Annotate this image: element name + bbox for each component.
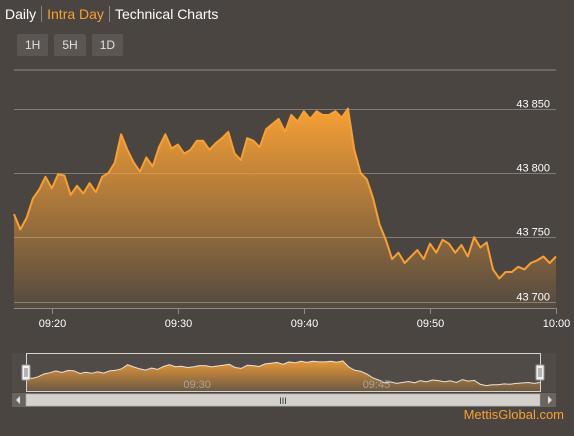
x-tick-label: 09:40 <box>291 318 319 330</box>
navigator-handle-left[interactable] <box>21 364 31 381</box>
navigator-area <box>26 360 540 392</box>
y-tick-label: 43 850 <box>516 99 550 111</box>
price-line <box>13 107 557 280</box>
handle-body[interactable] <box>535 364 545 381</box>
x-tick-label: 10:00 <box>543 318 571 330</box>
navigator[interactable]: 09:30 09:45 III <box>12 353 556 407</box>
range-button-1h[interactable]: 1H <box>17 34 49 56</box>
navigator-tick-label: 09:45 <box>363 379 391 391</box>
navigator-line <box>25 360 541 387</box>
scroll-left-arrow-icon[interactable] <box>16 396 20 404</box>
period-tabs: Daily Intra Day Technical Charts <box>0 0 223 28</box>
x-tick-label: 09:20 <box>39 318 67 330</box>
price-area <box>14 108 556 308</box>
tab-technical-charts[interactable]: Technical Charts <box>108 6 224 22</box>
tab-intra-day[interactable]: Intra Day <box>41 6 109 22</box>
y-tick-label: 43 750 <box>516 227 550 239</box>
scroll-right-arrow-icon[interactable] <box>548 396 552 404</box>
axes: 43 700 43 750 43 800 43 850 09:20 09:30 09:40 0… <box>14 99 571 330</box>
brand-credit[interactable]: MettisGlobal.com <box>463 407 564 422</box>
scrollbar-thumb[interactable] <box>25 393 541 407</box>
handle-body[interactable] <box>21 364 31 381</box>
navigator-tick-label: 09:30 <box>183 379 211 391</box>
y-tick-label: 43 700 <box>516 292 550 304</box>
tab-daily[interactable]: Daily <box>5 6 37 22</box>
x-tick-label: 09:30 <box>165 318 193 330</box>
range-selector: 1H 5H 1D <box>17 34 124 56</box>
y-tick-label: 43 800 <box>516 163 550 175</box>
x-tick-label: 09:50 <box>417 318 445 330</box>
navigator-handle-right[interactable] <box>535 364 545 381</box>
price-series <box>13 107 557 308</box>
scrollbar-grip-icon: III <box>279 396 287 406</box>
range-button-5h[interactable]: 5H <box>54 34 86 56</box>
range-button-1d[interactable]: 1D <box>91 34 124 56</box>
